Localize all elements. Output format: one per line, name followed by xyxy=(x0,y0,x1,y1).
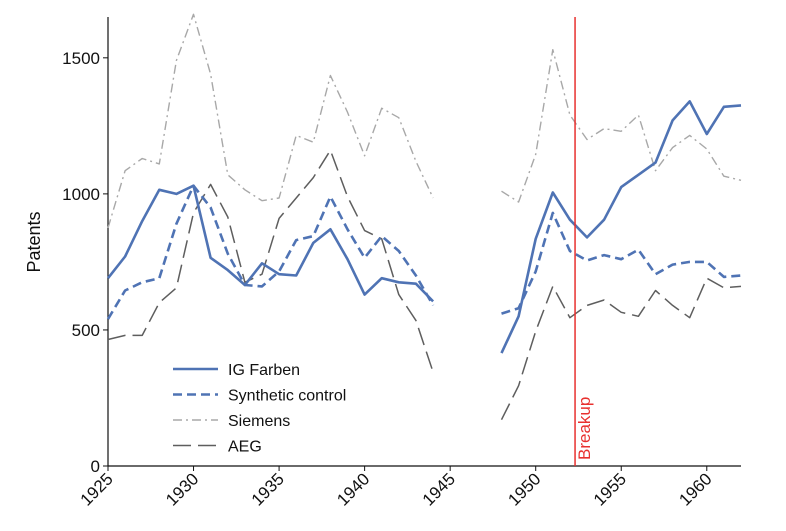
y-tick-label: 1000 xyxy=(62,185,100,204)
x-tick-label: 1930 xyxy=(162,469,202,509)
x-tick-label: 1960 xyxy=(675,469,715,509)
breakup-label: Breakup xyxy=(575,397,594,460)
legend-label: Synthetic control xyxy=(228,388,346,405)
x-tick-label: 1945 xyxy=(419,469,459,509)
y-tick-label: 500 xyxy=(72,321,100,340)
legend-label: Siemens xyxy=(228,413,290,430)
x-tick-label: 1950 xyxy=(504,469,544,509)
breakup-event: Breakup xyxy=(574,17,594,466)
y-tick-label: 1500 xyxy=(62,49,100,68)
y-axis-ticks: 0 500 1000 1500 xyxy=(62,49,108,476)
plot-area xyxy=(106,13,742,421)
legend-label: AEG xyxy=(228,439,262,456)
series-line-aeg xyxy=(107,149,434,373)
series-line-siemens xyxy=(501,49,742,203)
legend-label: IG Farben xyxy=(228,362,300,379)
series-line-ig-farben xyxy=(500,100,742,354)
x-tick-label: 1940 xyxy=(333,469,373,509)
series-line-synthetic-control xyxy=(106,184,435,320)
legend: IG Farben Synthetic control Siemens AEG xyxy=(173,362,346,456)
series-line-siemens xyxy=(107,13,434,229)
y-tick-label: 0 xyxy=(91,457,100,476)
chart-axes xyxy=(107,17,741,467)
series-line-ig-farben xyxy=(106,184,435,303)
x-axis-ticks: 1925 1930 1935 1940 1945 1950 1955 1960 xyxy=(77,466,716,510)
series-line-synthetic-control xyxy=(501,211,742,315)
x-tick-label: 1935 xyxy=(248,469,288,509)
x-tick-label: 1955 xyxy=(590,469,630,509)
y-axis-title: Patents xyxy=(24,211,44,272)
series-line-aeg xyxy=(500,277,742,421)
